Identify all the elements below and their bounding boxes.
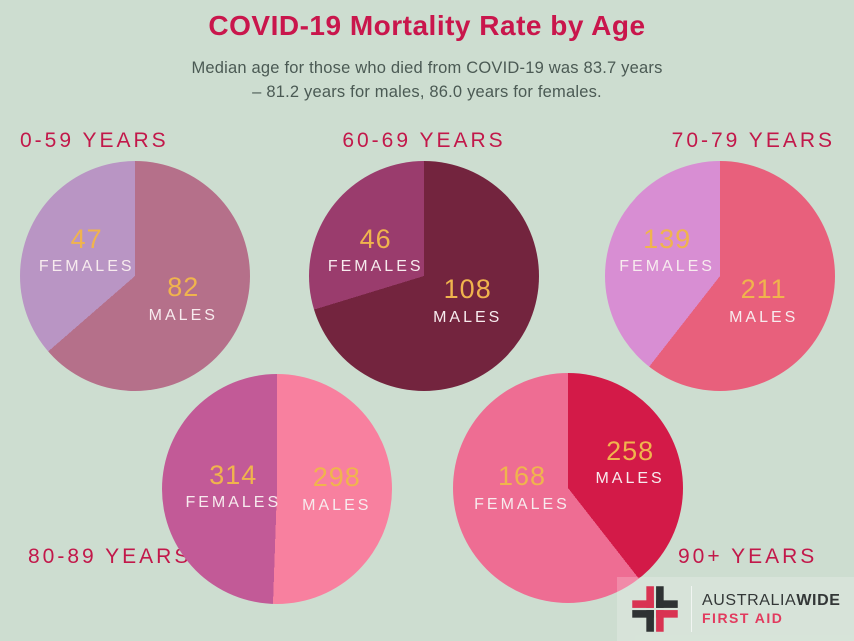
pie-90plus-slices xyxy=(453,373,683,603)
page-title: COVID-19 Mortality Rate by Age xyxy=(208,10,646,41)
male-slice-label: 298 MALES xyxy=(302,462,372,515)
female-label: FEMALES xyxy=(185,494,282,512)
female-count: 314 xyxy=(209,459,258,490)
female-count: 47 xyxy=(70,223,103,254)
logo-text: AUSTRALIAWIDE FIRST AID xyxy=(702,592,841,626)
female-slice-label: 47 FEMALES xyxy=(38,223,135,277)
brand-name: AUSTRALIAWIDE xyxy=(702,592,841,610)
female-slice-label: 46 FEMALES xyxy=(327,223,424,277)
pie-chart-0-59: 47 FEMALES 82 MALES xyxy=(20,161,250,391)
male-slice-label: 211 MALES xyxy=(729,275,798,327)
male-count: 211 xyxy=(740,274,787,305)
female-slice-label: 168 FEMALES xyxy=(474,461,570,514)
pie-chart-70-79: 139 FEMALES 211 MALES xyxy=(605,161,835,391)
subtitle-line2: – 81.2 years for males, 86.0 years for f… xyxy=(252,83,602,101)
male-label: MALES xyxy=(433,309,503,327)
brand-name-bold: WIDE xyxy=(796,591,841,609)
pie-80-89-slices xyxy=(162,374,392,604)
male-label: MALES xyxy=(595,470,665,488)
male-count: 108 xyxy=(443,274,492,305)
age-label-80-89: 80-89 YEARS xyxy=(28,545,192,568)
pie-chart-80-89: 314 FEMALES 298 MALES xyxy=(162,374,392,604)
pie-60-69-slices xyxy=(309,161,539,391)
male-label: MALES xyxy=(148,306,218,324)
male-label: MALES xyxy=(729,309,799,327)
male-label: MALES xyxy=(302,496,372,514)
pie-0-59-slices xyxy=(20,161,250,391)
female-label: FEMALES xyxy=(474,495,570,513)
first-aid-cross-icon xyxy=(632,586,678,632)
pie-chart-90plus: 168 FEMALES 258 MALES xyxy=(453,373,683,603)
female-slice-label: 139 FEMALES xyxy=(619,223,715,277)
brand-tagline: FIRST AID xyxy=(702,610,784,627)
age-label-70-79: 70-79 YEARS xyxy=(671,129,835,152)
female-label: FEMALES xyxy=(38,258,135,276)
age-label-0-59: 0-59 YEARS xyxy=(20,129,169,152)
male-slice-label: 82 MALES xyxy=(148,272,218,325)
female-label: FEMALES xyxy=(327,258,424,276)
subtitle-line1: Median age for those who died from COVID… xyxy=(191,59,663,77)
male-slice-label: 108 MALES xyxy=(433,275,502,327)
age-label-60-69: 60-69 YEARS xyxy=(342,129,506,152)
female-count: 168 xyxy=(497,461,547,492)
male-count: 298 xyxy=(312,462,361,493)
female-slice-label: 314 FEMALES xyxy=(185,459,282,513)
male-slice-label: 258 MALES xyxy=(595,435,665,489)
pie-chart-60-69: 46 FEMALES 108 MALES xyxy=(309,161,539,391)
brand-name-regular: AUSTRALIA xyxy=(702,591,797,609)
brand-logo: AUSTRALIAWIDE FIRST AID xyxy=(617,577,854,641)
female-count: 46 xyxy=(359,223,392,254)
pie-70-79-slices xyxy=(605,161,835,391)
female-count: 139 xyxy=(643,223,692,254)
female-label: FEMALES xyxy=(619,258,715,276)
male-count: 258 xyxy=(606,435,655,466)
age-label-90plus: 90+ YEARS xyxy=(678,545,818,568)
logo-divider xyxy=(691,586,692,632)
male-count: 82 xyxy=(167,272,200,303)
